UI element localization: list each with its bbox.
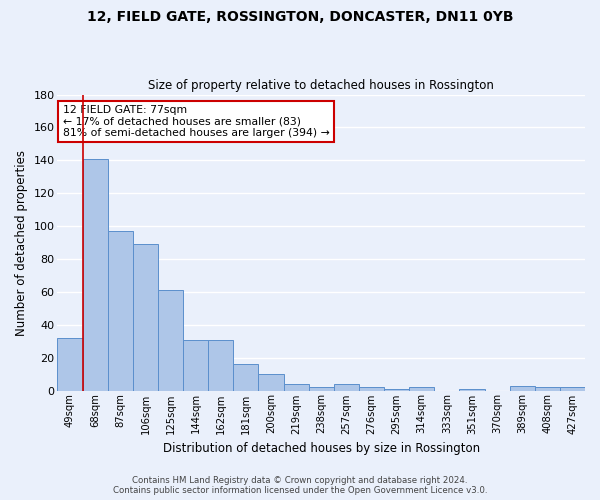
Bar [233, 364, 259, 390]
Bar [133, 244, 158, 390]
Bar [208, 340, 233, 390]
Bar [183, 340, 208, 390]
Bar [58, 338, 83, 390]
Bar [83, 158, 108, 390]
Bar [359, 387, 384, 390]
Y-axis label: Number of detached properties: Number of detached properties [15, 150, 28, 336]
Bar [308, 387, 334, 390]
X-axis label: Distribution of detached houses by size in Rossington: Distribution of detached houses by size … [163, 442, 480, 455]
Bar [535, 387, 560, 390]
Bar [334, 384, 359, 390]
Bar [259, 374, 284, 390]
Text: 12 FIELD GATE: 77sqm
← 17% of detached houses are smaller (83)
81% of semi-detac: 12 FIELD GATE: 77sqm ← 17% of detached h… [63, 105, 329, 138]
Bar [284, 384, 308, 390]
Bar [108, 231, 133, 390]
Title: Size of property relative to detached houses in Rossington: Size of property relative to detached ho… [148, 79, 494, 92]
Bar [384, 389, 409, 390]
Text: Contains HM Land Registry data © Crown copyright and database right 2024.
Contai: Contains HM Land Registry data © Crown c… [113, 476, 487, 495]
Bar [509, 386, 535, 390]
Bar [158, 290, 183, 390]
Text: 12, FIELD GATE, ROSSINGTON, DONCASTER, DN11 0YB: 12, FIELD GATE, ROSSINGTON, DONCASTER, D… [87, 10, 513, 24]
Bar [460, 389, 485, 390]
Bar [560, 387, 585, 390]
Bar [409, 387, 434, 390]
